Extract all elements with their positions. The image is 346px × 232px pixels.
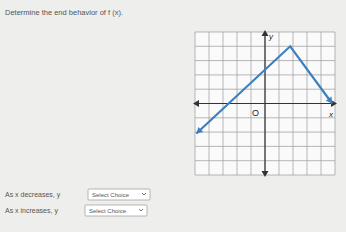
dropdown-text[interactable]: Select Choice <box>89 208 127 214</box>
function-line <box>196 46 332 133</box>
page: Determine the end behavior of f (x). y x O A… <box>0 0 346 232</box>
axis-arrow <box>262 30 269 36</box>
line-arrow <box>196 127 203 134</box>
dropdown[interactable]: Select Choice <box>88 189 150 200</box>
axis-arrow <box>193 100 199 107</box>
y-axis <box>264 32 265 175</box>
dropdown-box[interactable] <box>88 189 150 200</box>
dropdown-caret <box>139 209 143 211</box>
prompt: Determine the end behavior of f (x). <box>5 8 123 17</box>
question-text: As x increases, y <box>5 207 58 215</box>
question-text: As x decreases, y <box>5 191 61 199</box>
axis-arrow <box>262 171 269 177</box>
data-group <box>196 46 332 133</box>
origin-label: O <box>252 108 259 118</box>
line-arrow <box>326 97 332 104</box>
background <box>0 0 346 232</box>
dropdown-caret <box>142 193 146 195</box>
dropdown-box[interactable] <box>85 205 147 216</box>
grid-line <box>265 32 266 175</box>
dropdown[interactable]: Select Choice <box>85 205 147 216</box>
dropdown-text[interactable]: Select Choice <box>92 192 130 198</box>
axis-label: x <box>328 110 334 119</box>
axis-label: y <box>268 32 274 41</box>
plot-background <box>195 32 335 175</box>
